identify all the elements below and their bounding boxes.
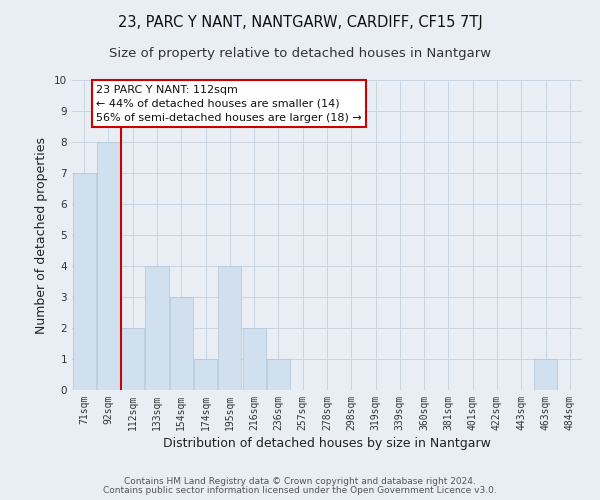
Y-axis label: Number of detached properties: Number of detached properties bbox=[35, 136, 49, 334]
Bar bbox=[218, 266, 241, 390]
Text: Size of property relative to detached houses in Nantgarw: Size of property relative to detached ho… bbox=[109, 48, 491, 60]
Text: Contains HM Land Registry data © Crown copyright and database right 2024.: Contains HM Land Registry data © Crown c… bbox=[124, 477, 476, 486]
X-axis label: Distribution of detached houses by size in Nantgarw: Distribution of detached houses by size … bbox=[163, 437, 491, 450]
Text: 23, PARC Y NANT, NANTGARW, CARDIFF, CF15 7TJ: 23, PARC Y NANT, NANTGARW, CARDIFF, CF15… bbox=[118, 15, 482, 30]
Bar bbox=[267, 359, 290, 390]
Text: Contains public sector information licensed under the Open Government Licence v3: Contains public sector information licen… bbox=[103, 486, 497, 495]
Bar bbox=[170, 297, 193, 390]
Bar bbox=[194, 359, 217, 390]
Bar bbox=[145, 266, 169, 390]
Bar bbox=[121, 328, 144, 390]
Text: 23 PARC Y NANT: 112sqm
← 44% of detached houses are smaller (14)
56% of semi-det: 23 PARC Y NANT: 112sqm ← 44% of detached… bbox=[96, 84, 362, 122]
Bar bbox=[242, 328, 266, 390]
Bar bbox=[73, 173, 95, 390]
Bar bbox=[97, 142, 120, 390]
Bar bbox=[534, 359, 557, 390]
